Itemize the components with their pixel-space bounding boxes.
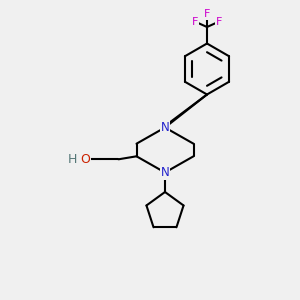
Text: F: F: [204, 9, 210, 20]
Text: H: H: [68, 153, 77, 166]
Text: N: N: [160, 166, 169, 179]
Text: N: N: [160, 121, 169, 134]
Text: O: O: [80, 153, 90, 166]
Text: F: F: [192, 16, 198, 27]
Text: F: F: [216, 16, 222, 27]
